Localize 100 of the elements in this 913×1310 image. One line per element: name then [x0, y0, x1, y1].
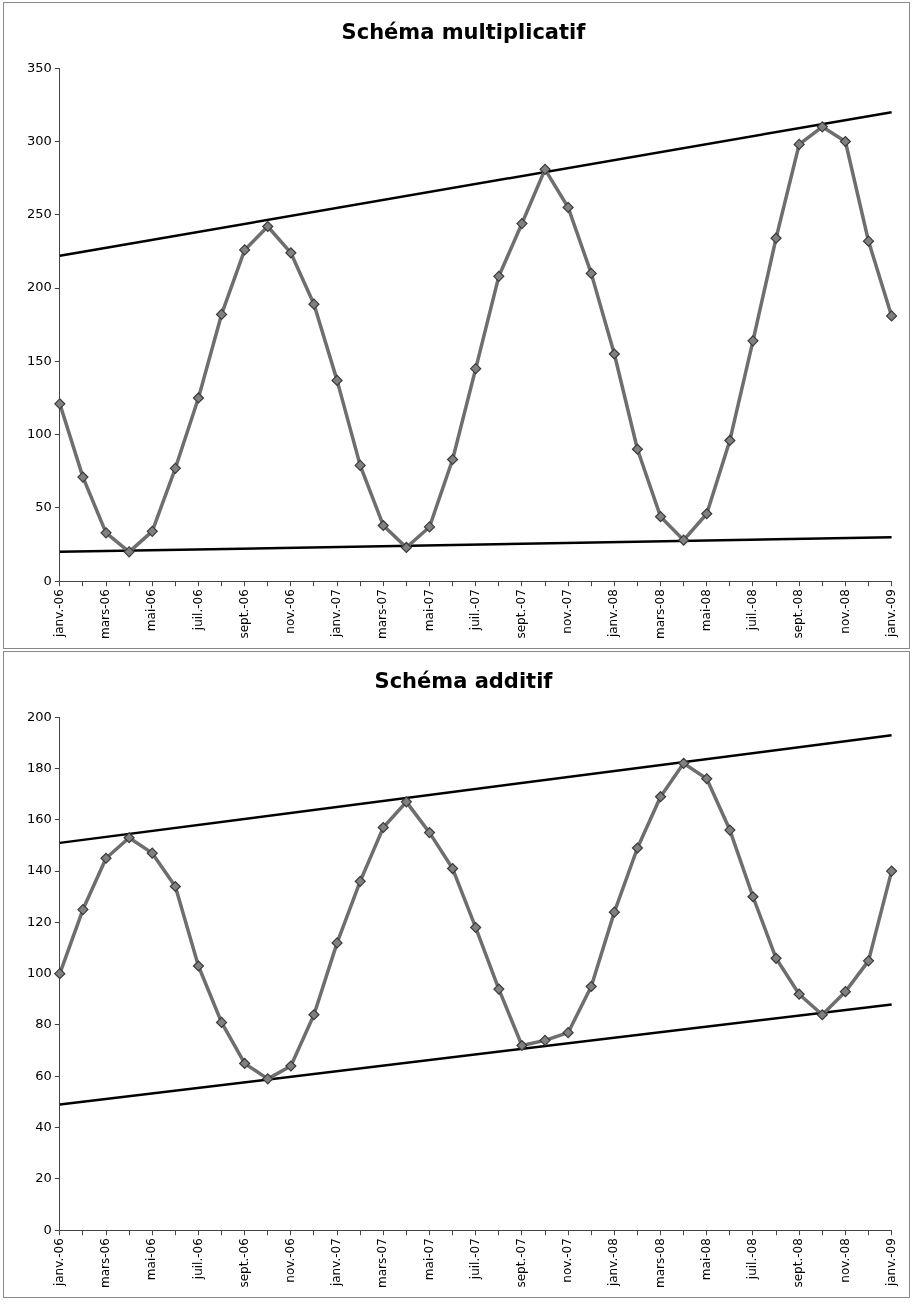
point	[839, 135, 851, 148]
point	[100, 852, 112, 864]
x-tick-label: nov.-06	[282, 589, 297, 634]
point	[562, 201, 574, 214]
point	[400, 796, 412, 808]
point	[562, 1027, 574, 1039]
x-tick-label: juil.-07	[467, 1238, 482, 1281]
x-tick-label: janv.-06	[51, 589, 66, 639]
point	[516, 217, 528, 230]
point	[793, 988, 805, 1000]
point	[631, 842, 644, 854]
point	[215, 1016, 228, 1029]
x-tick-label: janv.-07	[329, 589, 344, 639]
y-tick-label: 0	[43, 572, 52, 588]
y-tick-label: 160	[26, 811, 52, 827]
point	[585, 267, 597, 279]
point	[54, 968, 66, 980]
y-tick-label: 150	[26, 352, 52, 368]
x-tick-label: sept.-07	[514, 589, 529, 639]
point	[262, 1073, 274, 1085]
point	[146, 525, 158, 537]
x-tick-label: janv.-06	[51, 1238, 66, 1288]
point	[493, 983, 505, 995]
point	[470, 363, 482, 375]
x-tick-label: mai-07	[421, 589, 436, 632]
point	[192, 960, 205, 972]
point	[308, 1009, 320, 1021]
x-tick-label: mai-06	[144, 589, 159, 632]
point	[423, 521, 436, 533]
point	[377, 821, 389, 834]
x-tick-label: janv.-07	[329, 1238, 344, 1288]
x-tick-label: sept.-08	[791, 589, 806, 639]
y-tick-label: 200	[26, 708, 52, 724]
point	[169, 462, 181, 474]
point	[423, 827, 436, 839]
point	[654, 791, 667, 803]
x-tick-label: sept.-08	[791, 1238, 806, 1288]
x-tick-label: mars-08	[652, 1238, 667, 1288]
point	[123, 832, 135, 844]
y-tick-label: 350	[26, 59, 52, 75]
x-tick-label: mars-08	[652, 589, 667, 639]
x-tick-label: mai-08	[698, 589, 713, 632]
x-tick-label: mars-07	[375, 1238, 390, 1288]
y-tick-label: 300	[26, 132, 52, 148]
point	[377, 519, 389, 532]
point	[770, 232, 782, 244]
point	[192, 392, 205, 404]
point	[701, 508, 713, 520]
point	[862, 955, 875, 967]
point	[747, 891, 759, 903]
point	[839, 986, 851, 998]
x-tick-label: mars-06	[98, 1238, 113, 1288]
point	[608, 348, 620, 360]
point	[239, 244, 251, 256]
point	[123, 546, 135, 558]
y-tick-label: 100	[26, 965, 52, 981]
x-tick-label: nov.-06	[282, 1238, 297, 1283]
x-tick-label: nov.-08	[837, 1238, 852, 1283]
point	[447, 862, 459, 875]
point	[262, 220, 274, 233]
y-tick-label: 100	[26, 425, 52, 441]
x-tick-label: mai-07	[421, 1238, 436, 1281]
point	[308, 298, 320, 310]
point	[539, 1034, 551, 1046]
y-tick-label: 20	[35, 1170, 52, 1186]
x-tick-label: janv.-08	[606, 589, 621, 639]
point	[470, 921, 482, 934]
x-tick-label: juil.-08	[745, 1238, 760, 1281]
x-tick-label: mars-07	[375, 589, 390, 639]
point	[354, 459, 366, 471]
point	[331, 937, 343, 949]
point	[239, 1057, 251, 1070]
y-tick-label: 180	[26, 759, 52, 775]
point	[539, 163, 551, 175]
point	[285, 247, 297, 259]
x-tick-label: juil.-08	[745, 589, 760, 632]
point	[285, 1060, 297, 1072]
chart-title: Schéma additif	[374, 669, 554, 694]
point	[77, 471, 89, 483]
point	[354, 875, 366, 887]
x-tick-label: mai-08	[698, 1238, 713, 1281]
point	[631, 443, 644, 455]
chart-title: Schéma multiplicatif	[341, 20, 587, 45]
point	[493, 270, 505, 282]
point	[215, 308, 228, 321]
y-tick-label: 140	[26, 862, 52, 878]
point	[678, 534, 690, 546]
point	[77, 903, 89, 916]
x-tick-label: janv.-08	[606, 1238, 621, 1288]
x-tick-label: juil.-06	[190, 589, 205, 632]
y-tick-label: 200	[26, 279, 52, 295]
point	[747, 335, 759, 347]
point	[54, 398, 66, 410]
point	[516, 1039, 528, 1052]
x-tick-label: nov.-07	[560, 589, 575, 634]
point	[886, 310, 898, 322]
y-tick-label: 250	[26, 206, 52, 222]
point	[886, 865, 898, 877]
x-tick-label: juil.-06	[190, 1238, 205, 1281]
point	[447, 453, 459, 466]
